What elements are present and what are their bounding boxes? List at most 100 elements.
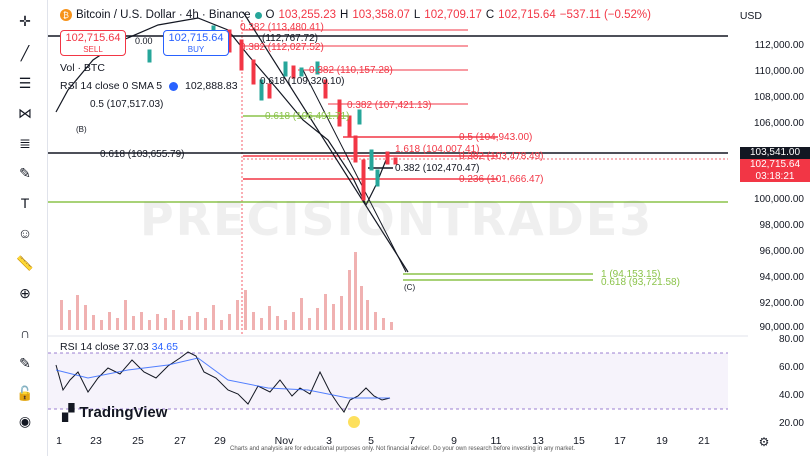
disclaimer: Charts and analysis are for educational … xyxy=(230,446,576,452)
buy-button[interactable]: 102,715.64 BUY xyxy=(163,30,229,56)
change-value: −537.11 (−0.52%) xyxy=(559,9,651,21)
time-tick: 17 xyxy=(614,435,626,447)
rsi-tick: 40.00 xyxy=(778,390,804,401)
rsi-tick: 20.00 xyxy=(778,418,804,429)
time-tick: 3 xyxy=(326,435,332,447)
rsi-tick: 80.00 xyxy=(778,334,804,345)
open-value: 103,255.23 xyxy=(278,9,337,21)
sell-button[interactable]: 102,715.64 SELL xyxy=(60,30,126,56)
bar-countdown: 03:18:21 xyxy=(740,171,810,182)
fib-tool-icon[interactable]: ≣ xyxy=(19,134,31,151)
crosshair-icon[interactable]: ✛ xyxy=(19,12,31,29)
time-tick: 11 xyxy=(490,435,502,447)
fib-label: 0.382 (103,478.49) xyxy=(459,151,544,162)
indicator-settings-icon[interactable] xyxy=(169,81,179,91)
high-label: H xyxy=(340,9,349,21)
drawing-toolbar: ✛ ╱ ☰ ⋈ ≣ ✎ T ☺ 📏 ⊕ ∩ ✎ 🔓 ◉ xyxy=(0,0,48,456)
price-tick: 92,000.00 xyxy=(759,298,805,309)
rsi-indicator-value: 102,888.83 xyxy=(184,80,238,92)
close-label: C xyxy=(485,9,495,21)
brush-icon[interactable]: ✎ xyxy=(19,164,31,181)
time-tick: 15 xyxy=(573,435,585,447)
settings-gear-icon[interactable]: ⚙ xyxy=(758,435,770,449)
fib-label: 0.5 (107,517.03) xyxy=(90,99,164,110)
fib-label: 0.618 (103,655.79) xyxy=(100,149,185,160)
magnet-icon[interactable]: ∩ xyxy=(19,325,31,341)
wave-c-label: (C) xyxy=(404,283,415,292)
lock-drawings-icon[interactable]: ✎ xyxy=(19,354,31,371)
fib-label: 0.382 (102,470.47) xyxy=(395,163,480,174)
price-tick: 98,000.00 xyxy=(759,220,805,231)
horizontal-lines-icon[interactable]: ☰ xyxy=(18,74,32,91)
time-tick: Nov xyxy=(274,435,294,447)
time-tick: 1 xyxy=(56,435,62,447)
time-tick: 25 xyxy=(132,435,144,447)
fib-label: 0.382 (107,421.13) xyxy=(347,100,432,111)
symbol-title[interactable]: Bitcoin / U.S. Dollar · 4h · Binance xyxy=(76,9,251,21)
rsi-indicator-header[interactable]: RSI 14 close 0 SMA 5 102,888.83 xyxy=(60,80,238,92)
eye-icon[interactable]: ◉ xyxy=(18,412,32,429)
time-tick: 27 xyxy=(174,435,186,447)
spread-value: 0.00 xyxy=(135,36,153,46)
fib-label: 0.382 (112,027.52) xyxy=(240,42,324,53)
price-axis[interactable]: 112,000.00 110,000.00 108,000.00 106,000… xyxy=(740,0,810,456)
high-value: 103,358.07 xyxy=(352,9,410,21)
time-tick: 19 xyxy=(656,435,668,447)
buy-price: 102,715.64 xyxy=(168,32,224,44)
tradingview-logo[interactable]: ▞ TradingView xyxy=(62,403,167,422)
time-tick: 21 xyxy=(698,435,710,447)
chart-canvas[interactable]: (B) (C) xyxy=(48,0,810,456)
buy-label: BUY xyxy=(187,45,205,54)
low-value: 102,709.17 xyxy=(424,9,482,21)
fib-label: 1 (94,153.15) xyxy=(601,269,661,280)
symbol-legend[interactable]: ₿ Bitcoin / U.S. Dollar · 4h · Binance O… xyxy=(60,9,651,21)
price-tick: 94,000.00 xyxy=(759,272,805,283)
price-tick: 110,000.00 xyxy=(754,66,804,77)
fib-label: 0.618 (93,721.58) xyxy=(601,277,680,288)
rsi-tick: 60.00 xyxy=(778,362,804,373)
time-tick: 13 xyxy=(532,435,544,447)
pattern-icon[interactable]: ⋈ xyxy=(18,104,32,121)
volume-indicator[interactable]: Vol · BTC xyxy=(60,62,105,74)
price-tick: 96,000.00 xyxy=(759,246,805,257)
fib-label: 0.382 (110,157.28) xyxy=(309,65,393,76)
price-tick: 100,000.00 xyxy=(753,194,804,205)
rsi-indicator-name: RSI 14 close 0 SMA 5 xyxy=(60,80,163,92)
rsi-sma-value: 34.65 xyxy=(151,341,178,353)
brand-name: TradingView xyxy=(79,404,168,421)
current-price-tag: 102,715.64 xyxy=(740,159,810,171)
watermark: PRECISIONTRADE3 xyxy=(140,192,654,246)
rsi-label: RSI 14 close xyxy=(60,341,120,353)
lock-icon[interactable]: 🔓 xyxy=(16,384,34,401)
trend-line-icon[interactable]: ╱ xyxy=(20,44,30,61)
fib-label: (112,767.72) xyxy=(262,33,318,44)
text-tool-icon[interactable]: T xyxy=(20,195,30,211)
fib-label: 0.236 (101,666.47) xyxy=(459,174,544,185)
zoom-in-icon[interactable]: ⊕ xyxy=(19,284,31,301)
time-tick: 23 xyxy=(90,435,102,447)
open-label: O xyxy=(265,9,275,21)
fib-label: 1.618 (104,007.41) xyxy=(395,144,480,155)
last-price-tag: 103,541.00 xyxy=(740,147,810,159)
sell-price: 102,715.64 xyxy=(65,32,121,44)
emoji-icon[interactable]: ☺ xyxy=(17,225,33,241)
close-value: 102,715.64 xyxy=(498,9,556,21)
time-tick: 7 xyxy=(409,435,415,447)
price-tick: 106,000.00 xyxy=(753,118,804,129)
fib-label: 0.618 (109,320.10) xyxy=(260,76,345,87)
market-status-icon xyxy=(254,11,262,19)
time-tick: 5 xyxy=(368,435,374,447)
ruler-icon[interactable]: 📏 xyxy=(16,254,34,271)
sell-label: SELL xyxy=(83,45,103,54)
fib-label: 0.618 (106,491.71) xyxy=(265,111,350,122)
rsi-legend[interactable]: RSI 14 close 37.03 34.65 xyxy=(60,341,178,353)
price-tick: 112,000.00 xyxy=(754,40,804,51)
tradingview-icon: ▞ xyxy=(62,403,75,422)
time-tick: 9 xyxy=(451,435,457,447)
wave-b-label: (B) xyxy=(76,125,87,134)
fib-label: 0.382 (113,480.41) xyxy=(240,22,324,33)
fib-label: 0.5 (104,943.00) xyxy=(459,132,533,143)
time-tick: 29 xyxy=(214,435,226,447)
price-tick: 90,000.00 xyxy=(759,322,805,333)
currency-label[interactable]: USD xyxy=(739,10,762,22)
